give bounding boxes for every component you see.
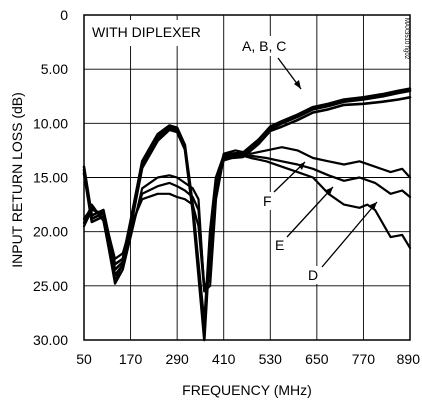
y-tick-label-6: 30.00 — [33, 332, 68, 348]
y-axis-title: INPUT RETURN LOSS (dB) — [9, 92, 25, 268]
annotation-box — [88, 20, 208, 46]
annotation-with-diplexer: WITH DIPLEXER — [92, 24, 201, 40]
label-e-bg — [272, 236, 286, 254]
label-f: F — [263, 193, 272, 209]
label-e: E — [275, 237, 284, 253]
arrowhead-abc — [294, 80, 301, 89]
arrow-e — [286, 186, 334, 238]
x-tick-labels: 50 170 290 410 530 650 770 890 — [76, 351, 420, 367]
label-abc-bg — [238, 36, 296, 56]
x-tick-label-7: 890 — [397, 351, 421, 367]
series-lines — [82, 87, 412, 342]
y-tick-labels: 0 5.00 10.00 15.00 20.00 25.00 30.00 — [33, 7, 68, 348]
arrowhead-d — [370, 202, 377, 210]
x-tick-label-4: 530 — [259, 351, 283, 367]
x-tick-label-6: 770 — [352, 351, 376, 367]
arrow-d — [321, 201, 378, 268]
y-tick-label-1: 5.00 — [41, 61, 68, 77]
plot-frame — [83, 14, 411, 341]
y-tick-label-4: 20.00 — [33, 224, 68, 240]
figure-tag: MAX3510 fig02 — [403, 18, 409, 60]
arrowhead-f — [298, 162, 305, 170]
x-tick-label-3: 410 — [212, 351, 236, 367]
x-axis-title: FREQUENCY (MHz) — [182, 382, 312, 398]
label-abc: A, B, C — [242, 38, 286, 54]
x-tick-label-0: 50 — [76, 351, 92, 367]
y-tick-label-2: 10.00 — [33, 115, 68, 131]
x-tick-label-1: 170 — [119, 351, 143, 367]
arrowhead-e — [326, 187, 333, 195]
series-line-f — [82, 146, 412, 293]
y-tick-label-3: 15.00 — [33, 170, 68, 186]
y-tick-label-5: 25.00 — [33, 278, 68, 294]
label-d: D — [308, 267, 318, 283]
label-f-bg — [260, 192, 274, 210]
label-d-bg — [305, 266, 320, 284]
x-tick-label-5: 650 — [305, 351, 329, 367]
y-tick-label-0: 0 — [60, 7, 68, 23]
x-tick-label-2: 290 — [165, 351, 189, 367]
